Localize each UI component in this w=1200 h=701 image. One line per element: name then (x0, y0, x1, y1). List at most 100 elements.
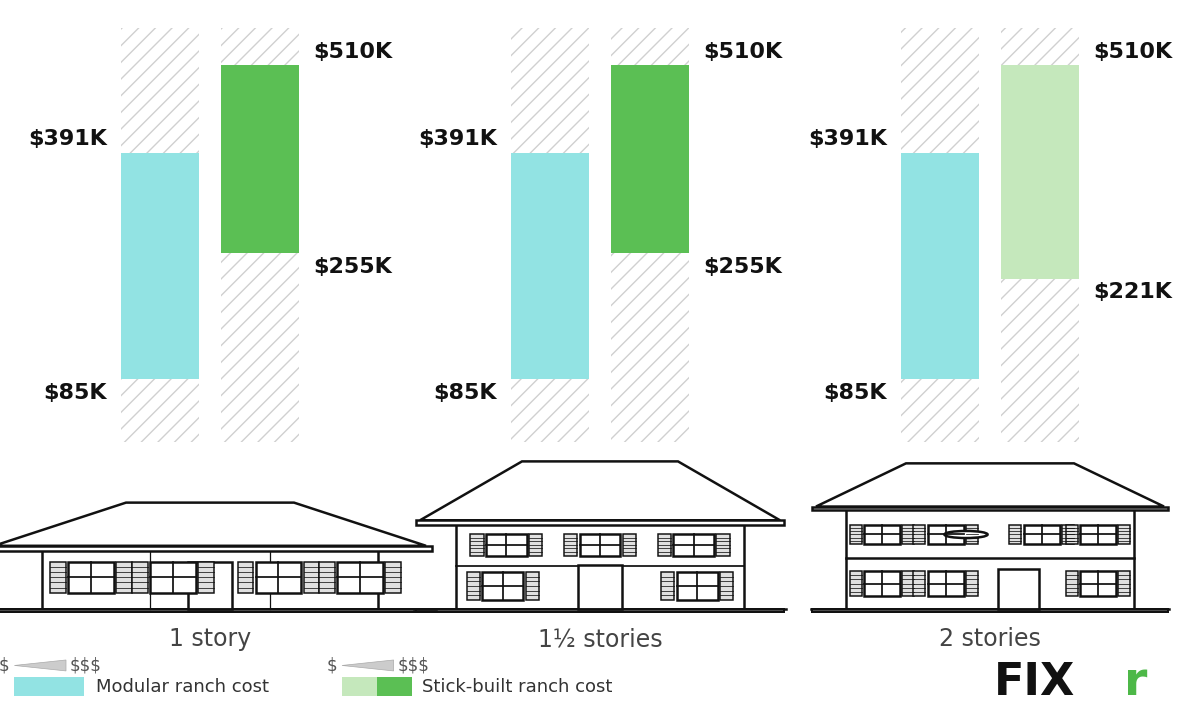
Bar (864, 524, 900, 544)
Bar (1080, 524, 1116, 544)
Text: $391K: $391K (418, 130, 497, 149)
Text: $510K: $510K (1093, 41, 1172, 62)
Bar (121, 29, 199, 442)
Bar (121, 153, 199, 379)
Bar (385, 562, 401, 593)
Bar (198, 562, 214, 593)
Bar (377, 677, 412, 697)
Text: $391K: $391K (28, 130, 107, 149)
Bar (1009, 524, 1021, 544)
Bar (623, 534, 636, 556)
Bar (913, 524, 925, 544)
Bar (812, 608, 1168, 611)
Bar (529, 534, 542, 556)
Bar (864, 571, 900, 597)
Text: $510K: $510K (703, 41, 782, 62)
Bar (238, 562, 253, 593)
Bar (150, 562, 196, 593)
Polygon shape (14, 660, 66, 671)
Bar (304, 562, 319, 593)
Text: $85K: $85K (43, 383, 107, 402)
Bar (0, 546, 432, 551)
Bar (511, 153, 589, 379)
Bar (998, 569, 1039, 608)
Bar (902, 571, 914, 597)
Polygon shape (342, 660, 394, 671)
Bar (564, 534, 577, 556)
Bar (812, 507, 1168, 510)
Bar (42, 546, 378, 608)
Bar (661, 572, 674, 600)
Bar (720, 572, 733, 600)
Bar (913, 571, 925, 597)
Bar (580, 534, 620, 556)
Bar (850, 571, 862, 597)
Bar (221, 29, 299, 442)
Bar (319, 562, 335, 593)
Bar (14, 677, 84, 697)
Bar (928, 524, 964, 544)
Text: Stick-built ranch cost: Stick-built ranch cost (422, 678, 613, 696)
Bar (902, 524, 914, 544)
Bar (342, 677, 377, 697)
Bar (1118, 524, 1130, 544)
Text: $255K: $255K (313, 257, 392, 277)
Bar (966, 524, 978, 544)
Bar (611, 65, 689, 254)
Bar (846, 507, 1134, 608)
Bar (467, 572, 480, 600)
Bar (470, 534, 484, 556)
Bar (1024, 524, 1060, 544)
Bar (850, 524, 862, 544)
Bar (1062, 524, 1074, 544)
Bar (256, 562, 301, 593)
Bar (1066, 524, 1078, 544)
Bar (658, 534, 671, 556)
Bar (673, 534, 714, 556)
Bar (221, 65, 299, 254)
Text: $510K: $510K (313, 41, 392, 62)
Text: $$$: $$$ (70, 656, 102, 674)
Bar (486, 534, 527, 556)
Bar (416, 520, 784, 524)
Bar (1118, 571, 1130, 597)
Bar (456, 520, 744, 608)
Bar (188, 562, 232, 608)
Text: $255K: $255K (703, 257, 782, 277)
Bar (677, 572, 718, 600)
Bar (716, 534, 730, 556)
Polygon shape (420, 461, 780, 520)
Bar (337, 562, 383, 593)
Text: $: $ (0, 656, 10, 674)
Text: r: r (1124, 660, 1147, 701)
Text: $85K: $85K (433, 383, 497, 402)
Bar (1080, 571, 1116, 597)
Text: 1½ stories: 1½ stories (538, 627, 662, 651)
Text: 1 story: 1 story (169, 627, 251, 651)
Bar (0, 608, 432, 612)
Text: $221K: $221K (1093, 283, 1172, 302)
Bar (1001, 65, 1079, 278)
Bar (416, 608, 784, 612)
Bar (511, 29, 589, 442)
Bar (901, 29, 979, 442)
Bar (901, 153, 979, 379)
Text: $: $ (326, 656, 337, 674)
Bar (578, 566, 622, 608)
Bar (116, 562, 132, 593)
Polygon shape (0, 503, 426, 546)
Bar (1001, 29, 1079, 442)
Bar (482, 572, 523, 600)
Text: 2 stories: 2 stories (940, 627, 1040, 651)
Text: FIX: FIX (995, 661, 1075, 701)
Text: $391K: $391K (808, 130, 887, 149)
Circle shape (944, 531, 988, 538)
Polygon shape (816, 463, 1164, 507)
Text: Modular ranch cost: Modular ranch cost (96, 678, 269, 696)
Bar (928, 571, 964, 597)
Text: $85K: $85K (823, 383, 887, 402)
Bar (966, 571, 978, 597)
Bar (526, 572, 539, 600)
Bar (68, 562, 114, 593)
Text: $$$: $$$ (397, 656, 430, 674)
